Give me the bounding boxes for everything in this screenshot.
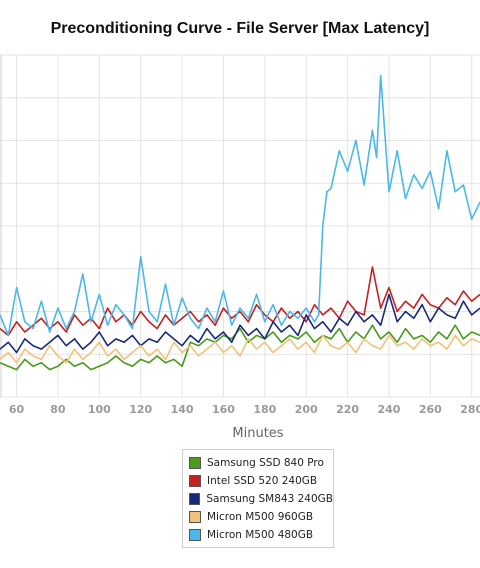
x-tick-label: 100 (88, 403, 111, 416)
legend-item: Intel SSD 520 240GB (183, 472, 333, 490)
legend-item: Samsung SSD 840 Pro (183, 454, 333, 472)
legend-swatch (189, 493, 201, 505)
x-tick-label: 280 (460, 403, 480, 416)
legend-label: Micron M500 960GB (207, 511, 314, 523)
x-tick-label: 200 (295, 403, 318, 416)
x-axis-ticks: 60 80 100 120 140 160 180 200 220 240 260 280 (9, 403, 480, 416)
x-tick-label: 120 (129, 403, 152, 416)
legend-item: Micron M500 960GB (183, 508, 333, 526)
legend-swatch (189, 511, 201, 523)
series-line-3 (0, 334, 480, 364)
x-tick-label: 80 (50, 403, 66, 416)
x-tick-label: 260 (419, 403, 442, 416)
legend-swatch (189, 457, 201, 469)
legend-item: Micron M500 480GB (183, 526, 333, 544)
x-tick-label: 160 (212, 403, 235, 416)
legend-swatch (189, 475, 201, 487)
grid (0, 54, 480, 398)
series-lines (0, 74, 480, 371)
x-tick-label: 220 (336, 403, 359, 416)
legend-label: Micron M500 480GB (207, 529, 314, 541)
chart-title: Preconditioning Curve - File Server [Max… (50, 20, 430, 37)
legend-label: Intel SSD 520 240GB (207, 475, 318, 487)
series-line-4 (0, 74, 480, 337)
x-tick-label: 60 (9, 403, 25, 416)
legend-label: Samsung SM843 240GB (206, 493, 333, 505)
legend-swatch (189, 529, 201, 541)
legend-label: Samsung SSD 840 Pro (207, 457, 324, 469)
x-tick-label: 140 (171, 403, 194, 416)
series-line-2 (0, 293, 480, 354)
x-axis-label: Minutes (232, 426, 283, 441)
x-tick-label: 240 (377, 403, 400, 416)
legend: Samsung SSD 840 Pro Intel SSD 520 240GB Sa… (182, 449, 334, 548)
legend-item: Samsung SM843 240GB (183, 490, 333, 508)
series-line-0 (0, 324, 480, 371)
x-tick-label: 180 (253, 403, 276, 416)
series-line-1 (0, 266, 480, 337)
